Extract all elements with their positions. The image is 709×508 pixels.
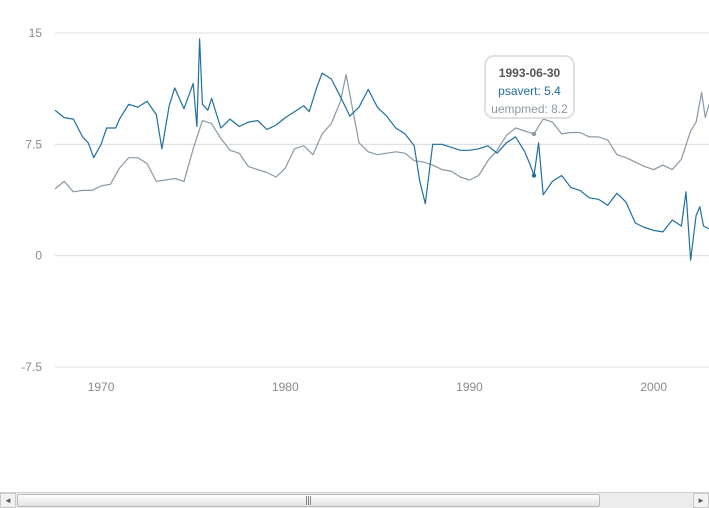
y-tick-label: 15 [29,26,43,40]
line-chart: 15 7.5 0 -7.5 1970 1980 1990 2000 [21,26,709,394]
scroll-right-button[interactable]: ► [693,493,709,508]
tooltip-date: 1993-06-30 [498,66,561,80]
x-tick-label: 1970 [88,380,115,394]
y-axis-ticks: 15 7.5 0 -7.5 [21,26,42,374]
x-tick-label: 1990 [456,380,483,394]
x-tick-label: 1980 [272,380,299,394]
x-tick-label: 2000 [640,380,667,394]
y-tick-label: 7.5 [25,137,42,151]
tooltip-uempmed: uempmed: 8.2 [491,102,568,116]
grid-lines [55,32,709,368]
series-lines [54,38,709,261]
hover-markers [531,131,537,178]
hover-marker-psavert [531,173,537,178]
y-tick-label: -7.5 [21,360,42,374]
scroll-left-button[interactable]: ◄ [0,493,16,508]
hover-tooltip: 1993-06-30 psavert: 5.4 uempmed: 8.2 [484,55,575,119]
tooltip-psavert: psavert: 5.4 [498,84,561,98]
series-line-uempmed [54,74,709,193]
x-axis-ticks: 1970 1980 1990 2000 [88,380,668,394]
hover-marker-uempmed [531,131,537,137]
horizontal-scrollbar[interactable]: ◄ ||| ► [0,492,709,508]
series-line-psavert [54,38,709,261]
scrollbar-grip-icon: ||| [305,496,312,506]
scrollbar-thumb[interactable]: ||| [17,494,600,507]
y-tick-label: 0 [35,249,42,263]
